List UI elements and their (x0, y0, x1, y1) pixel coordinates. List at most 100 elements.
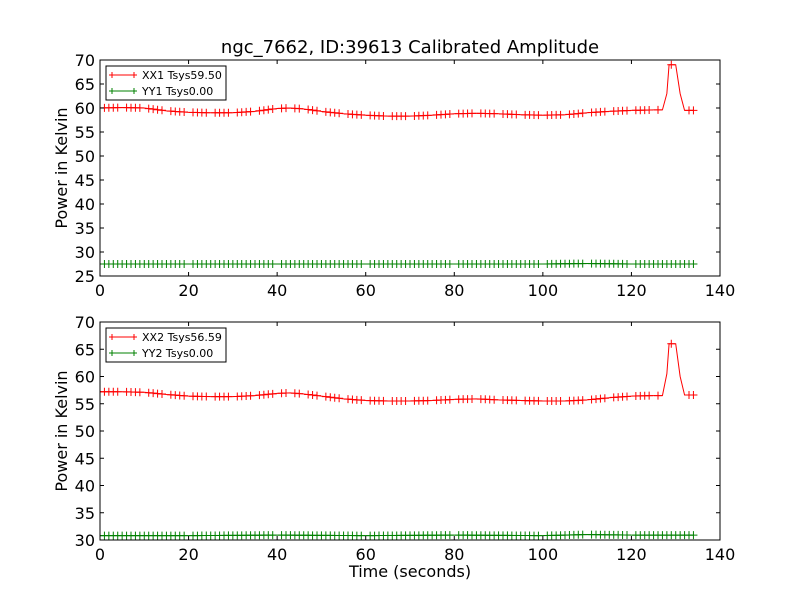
y-tick-label: 55 (75, 395, 95, 414)
data-point (224, 392, 233, 401)
data-point (401, 397, 410, 406)
data-point (180, 391, 189, 400)
data-point (335, 109, 344, 118)
legend-label: XX1 Tsys59.50 (142, 69, 222, 82)
data-point (623, 259, 631, 268)
x-tick-label: 80 (444, 545, 464, 564)
data-point (282, 104, 290, 113)
legend-marker (109, 350, 115, 356)
data-point (445, 531, 454, 540)
data-point (144, 104, 153, 113)
x-tick-label: 20 (178, 281, 198, 300)
y-tick-label: 65 (75, 340, 95, 359)
data-point (295, 104, 304, 113)
data-point (113, 387, 122, 396)
data-point (268, 105, 277, 114)
y-tick-label: 30 (75, 243, 95, 262)
y-tick-label: 35 (75, 504, 95, 523)
data-point (308, 391, 317, 400)
data-point (158, 390, 166, 399)
y-tick-label: 60 (75, 368, 95, 387)
data-point (224, 108, 233, 117)
data-point (268, 260, 277, 268)
y-tick-label: 30 (75, 531, 95, 550)
legend-label: XX2 Tsys56.59 (142, 331, 222, 344)
data-point (490, 109, 499, 118)
legend-marker (109, 72, 115, 78)
x-tick-label: 100 (528, 545, 559, 564)
data-point (689, 260, 698, 268)
data-point (468, 394, 476, 403)
chart-title: ngc_7662, ID:39613 Calibrated Amplitude (221, 37, 599, 58)
y-tick-label: 60 (75, 99, 95, 118)
data-point (180, 108, 189, 117)
y-tick-label: 40 (75, 477, 95, 496)
data-point (689, 531, 698, 540)
data-point (623, 392, 631, 401)
data-point (308, 106, 317, 115)
data-point (445, 110, 454, 119)
x-tick-label: 0 (95, 281, 105, 300)
y-axis-label: Power in Kelvin (52, 370, 71, 491)
series-1 (100, 339, 698, 406)
y-tick-label: 65 (75, 75, 95, 94)
data-point (135, 388, 144, 397)
data-point (282, 389, 290, 398)
data-point (202, 108, 211, 117)
legend-marker (131, 350, 137, 356)
y-tick-label: 25 (75, 267, 95, 286)
data-point (135, 103, 144, 112)
data-point (153, 105, 162, 114)
series-2 (100, 259, 698, 268)
data-point (313, 391, 321, 400)
x-tick-label: 140 (705, 281, 736, 300)
data-point (326, 393, 335, 402)
x-tick-label: 0 (95, 545, 105, 564)
data-point (689, 106, 698, 115)
legend: XX2 Tsys56.59 YY2 Tsys0.00 (105, 327, 227, 363)
data-point (255, 106, 264, 115)
x-tick-label: 60 (356, 545, 376, 564)
y-tick-label: 40 (75, 195, 95, 214)
data-point (623, 531, 631, 540)
y-tick-label: 70 (75, 51, 95, 70)
data-point (246, 391, 255, 400)
x-tick-label: 100 (528, 281, 559, 300)
data-point (578, 109, 587, 118)
x-tick-label: 60 (356, 281, 376, 300)
data-point (335, 394, 344, 403)
data-point (113, 103, 122, 112)
data-point (623, 106, 631, 115)
legend-marker (109, 334, 115, 340)
x-tick-label: 140 (705, 545, 736, 564)
data-point (423, 396, 432, 405)
data-point (264, 105, 273, 114)
data-point (180, 260, 189, 268)
data-point (445, 395, 454, 404)
x-tick-label: 80 (444, 281, 464, 300)
x-tick-label: 40 (267, 545, 287, 564)
legend-label: YY2 Tsys0.00 (141, 347, 213, 360)
y-tick-label: 45 (75, 449, 95, 468)
legend-box (105, 65, 227, 101)
data-point (600, 107, 609, 116)
legend: XX1 Tsys59.50 YY1 Tsys0.00 (105, 65, 227, 101)
data-point (202, 392, 211, 401)
data-point (534, 111, 543, 120)
data-point (180, 531, 189, 540)
data-point (512, 396, 521, 405)
plot-frame (99, 59, 721, 277)
bottom-panel: 0 20 40 60 80 100 120 140 30 35 40 45 50 55 60 65 70 Powe… (52, 313, 735, 581)
x-tick-label: 120 (616, 281, 647, 300)
legend-box (105, 327, 227, 363)
data-point (379, 111, 388, 120)
data-point (578, 530, 587, 539)
data-point (330, 393, 339, 402)
data-point (689, 391, 698, 400)
data-point (445, 260, 454, 268)
data-point (321, 392, 330, 401)
data-point (654, 391, 662, 400)
data-point (667, 339, 676, 348)
data-point (357, 531, 366, 540)
